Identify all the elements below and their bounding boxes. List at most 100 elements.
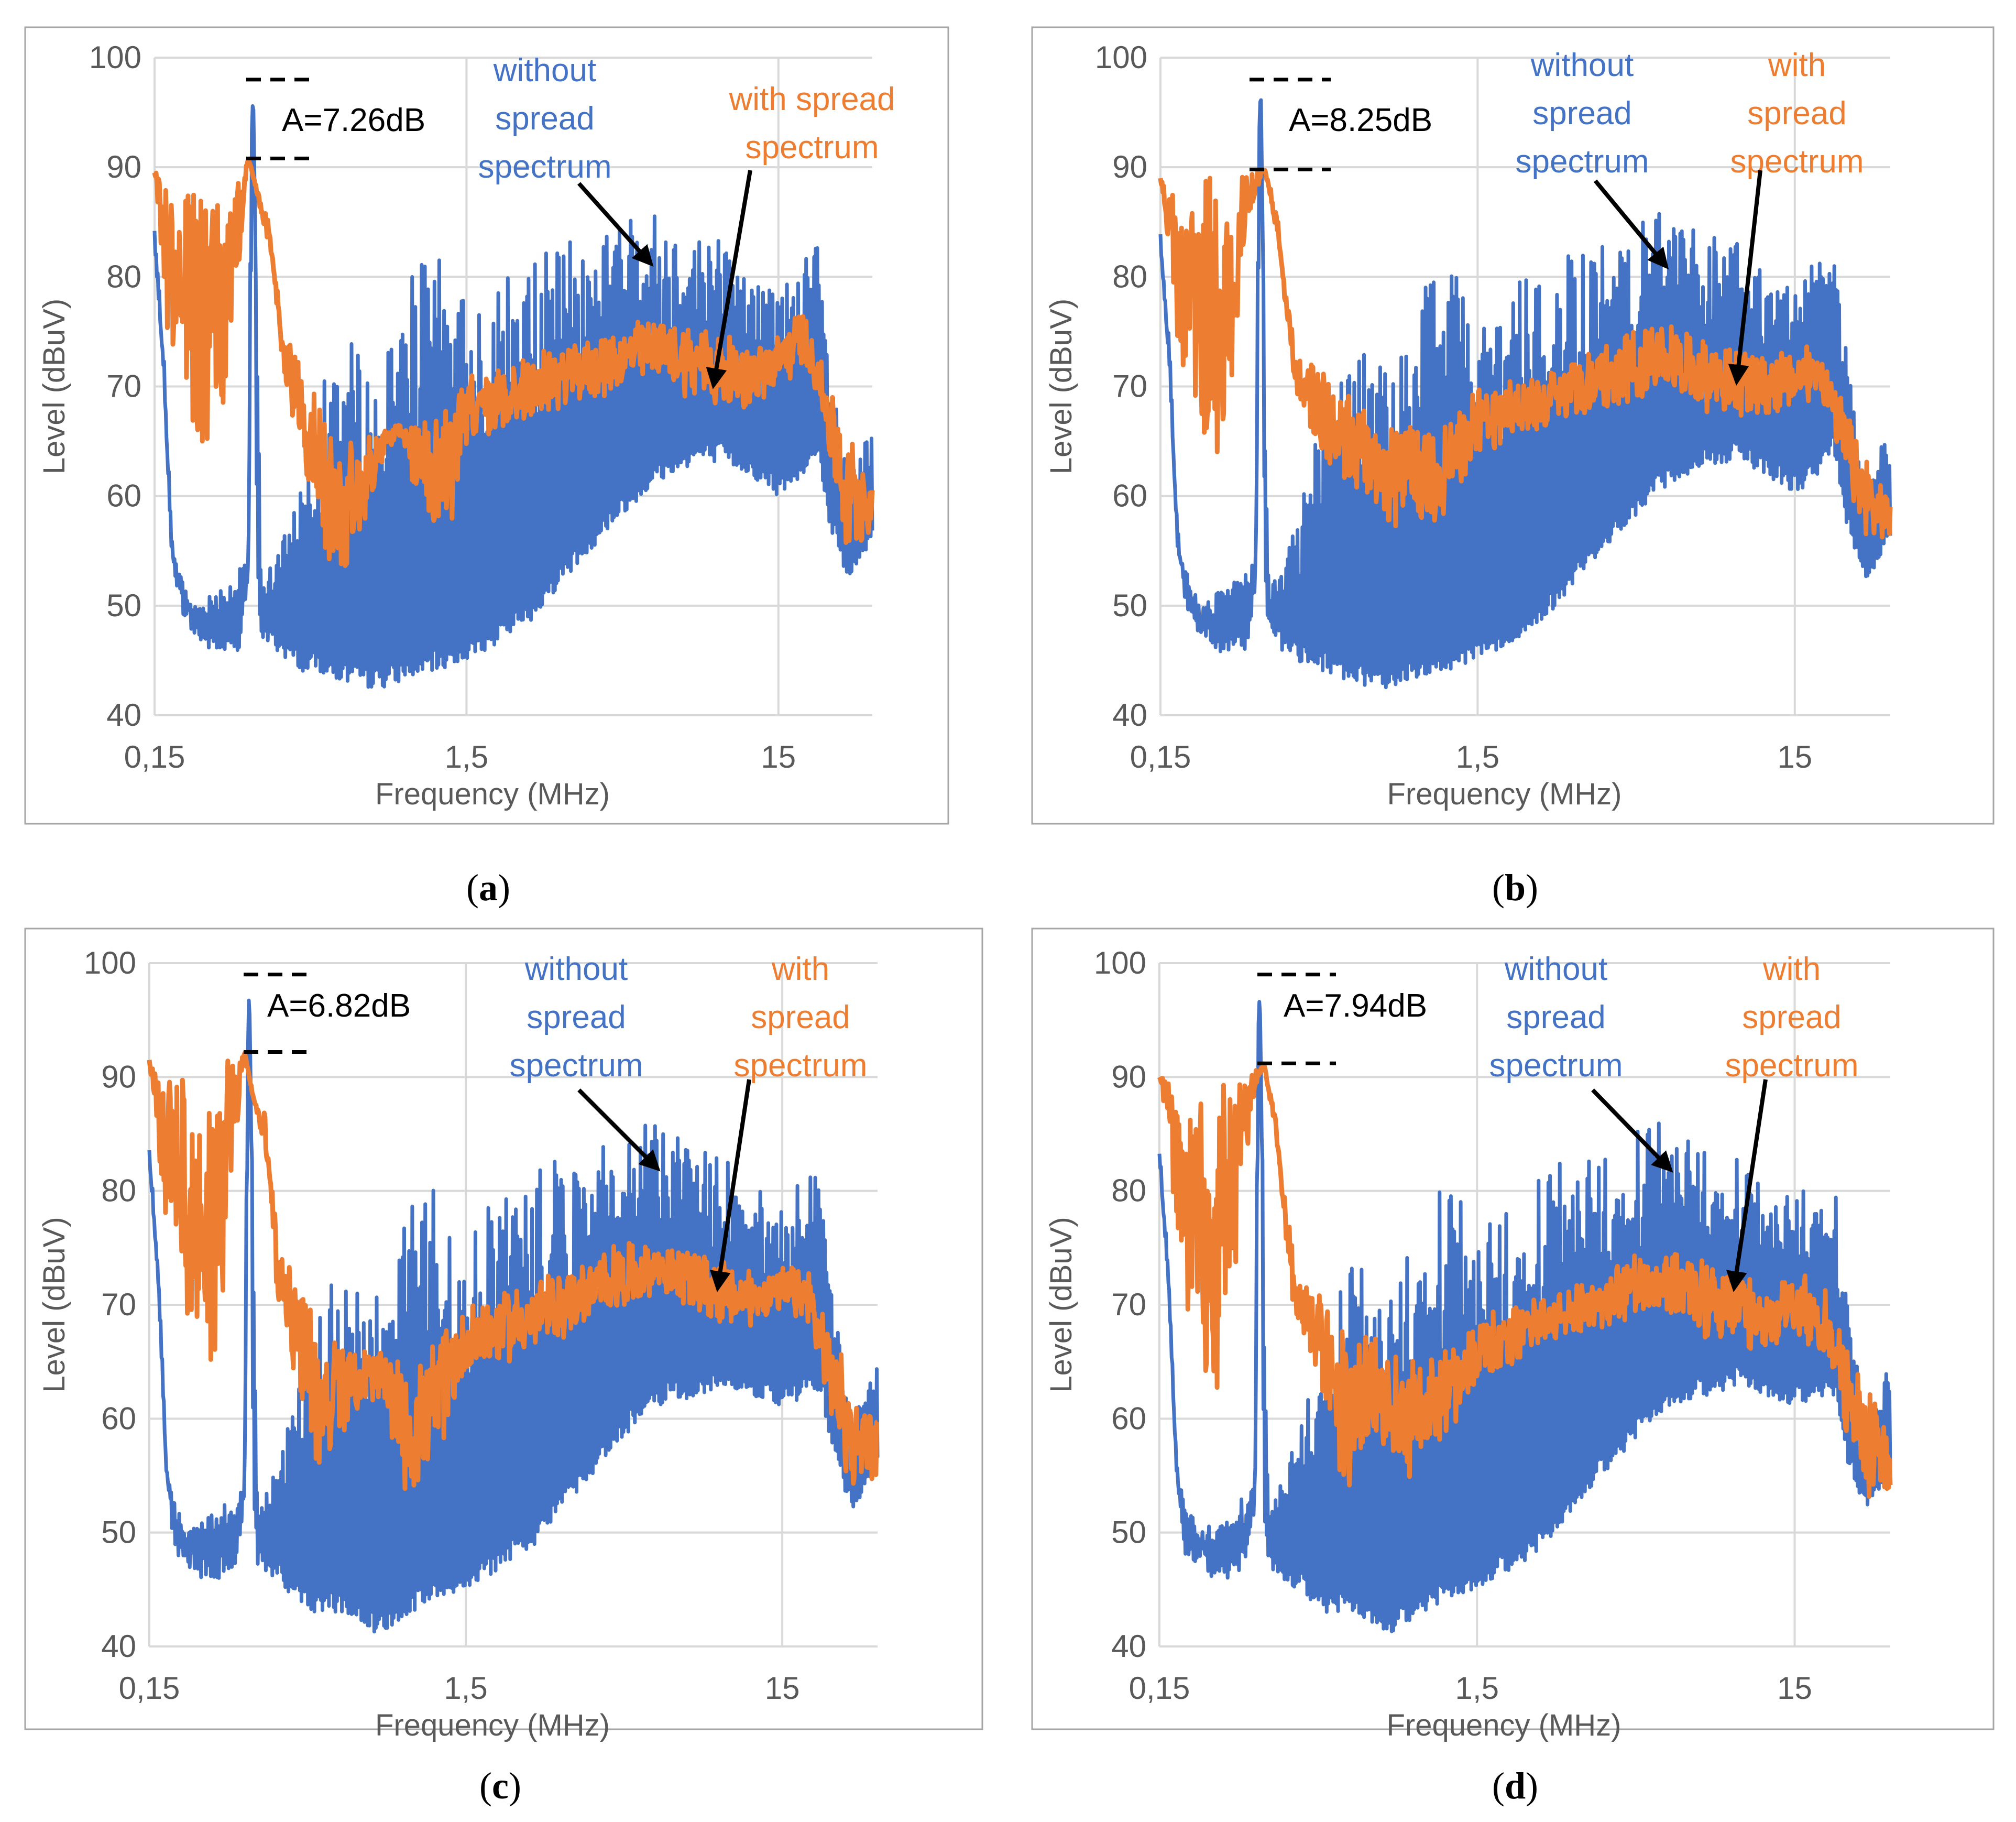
- label-without-spread: spectrum: [478, 149, 612, 185]
- label-with-spread: spread: [751, 999, 850, 1035]
- panel-caption: (c): [479, 1765, 521, 1807]
- x-axis-title: Frequency (MHz): [1387, 1708, 1621, 1742]
- amplitude-label: A=7.94dB: [1284, 988, 1427, 1024]
- x-tick-label: 1,5: [445, 739, 488, 774]
- label-without-spread: without: [1504, 951, 1607, 987]
- label-with-spread: spread: [1747, 95, 1847, 132]
- y-tick-label: 40: [1112, 697, 1147, 733]
- series-line-with: [147, 1051, 879, 1491]
- y-tick-label: 60: [106, 478, 141, 514]
- chart-panel-a: 40 50 60 70 80 90 100 0,15 1,5 15 Frequency (MHz) L…: [24, 26, 949, 909]
- panel-caption: (b): [1492, 867, 1538, 909]
- label-without-spread: spectrum: [510, 1048, 643, 1084]
- y-axis-title: Level (dBuV): [37, 1217, 71, 1392]
- label-without-spread: spectrum: [1489, 1048, 1623, 1084]
- y-tick-label: 80: [101, 1173, 136, 1208]
- x-axis-title: Frequency (MHz): [1387, 777, 1622, 811]
- label-without-spread: without: [1530, 47, 1634, 83]
- series-line-with: [1157, 1062, 1893, 1499]
- y-tick-label: 40: [101, 1629, 136, 1664]
- y-tick-label: 70: [106, 369, 141, 404]
- series-line-without: [147, 998, 880, 1634]
- label-with-spread: spectrum: [734, 1048, 868, 1084]
- amplitude-label: A=7.26dB: [282, 102, 425, 138]
- y-axis-title: Level (dBuV): [37, 299, 71, 474]
- label-with-spread: spread: [1742, 999, 1842, 1035]
- arrow-with: [706, 170, 752, 389]
- y-tick-label: 90: [101, 1059, 136, 1094]
- label-without-spread: without: [493, 52, 596, 89]
- x-tick-label: 15: [761, 739, 796, 774]
- label-with-spread: with: [1762, 951, 1821, 987]
- arrow-without: [1593, 179, 1669, 270]
- chart-panel-c: 40 50 60 70 80 90 100 0,15 1,5 15 Frequency (MHz) L…: [24, 928, 983, 1807]
- label-with-spread: spectrum: [1730, 144, 1864, 180]
- arrow-without: [577, 1088, 661, 1172]
- label-without-spread: without: [524, 951, 628, 987]
- y-tick-label: 80: [1111, 1173, 1146, 1208]
- y-tick-label: 100: [84, 945, 136, 980]
- x-tick-label: 0,15: [1129, 1671, 1190, 1706]
- y-tick-label: 90: [1112, 149, 1147, 184]
- amplitude-label: A=6.82dB: [267, 988, 411, 1024]
- y-tick-label: 50: [101, 1515, 136, 1550]
- y-axis-title: Level (dBuV): [1044, 1217, 1078, 1392]
- series-line-without: [152, 104, 874, 689]
- x-tick-label: 1,5: [1456, 739, 1499, 774]
- y-tick-label: 80: [106, 259, 141, 294]
- y-tick-label: 100: [1095, 40, 1147, 75]
- y-tick-label: 70: [1112, 369, 1147, 404]
- x-tick-label: 15: [1777, 1671, 1812, 1706]
- x-tick-label: 15: [1777, 739, 1812, 774]
- arrow-without: [1591, 1088, 1673, 1173]
- y-tick-label: 60: [1112, 478, 1147, 514]
- x-tick-label: 0,15: [124, 739, 185, 774]
- arrow-without: [577, 182, 654, 267]
- label-without-spread: spread: [495, 101, 595, 137]
- y-tick-label: 80: [1112, 259, 1147, 294]
- y-tick-label: 90: [106, 149, 141, 184]
- label-with-spread: with spread: [728, 81, 895, 117]
- label-with-spread: with: [1768, 47, 1826, 83]
- label-without-spread: spread: [1532, 95, 1632, 132]
- y-tick-label: 40: [1111, 1629, 1146, 1664]
- y-tick-label: 50: [1112, 588, 1147, 623]
- label-with-spread: spectrum: [1725, 1048, 1859, 1084]
- y-axis-title: Level (dBuV): [1044, 299, 1078, 474]
- amplitude-label: A=8.25dB: [1289, 102, 1432, 138]
- x-tick-label: 0,15: [1130, 739, 1191, 774]
- y-tick-label: 100: [89, 40, 141, 75]
- series-line-with: [152, 157, 875, 568]
- label-with-spread: spectrum: [746, 129, 879, 166]
- chart-panel-b: 40 50 60 70 80 90 100 0,15 1,5 15 Frequency (MHz) L…: [1031, 26, 1995, 909]
- y-tick-label: 60: [1111, 1401, 1146, 1436]
- x-axis-title: Frequency (MHz): [375, 1708, 610, 1742]
- y-tick-label: 40: [106, 697, 141, 733]
- label-without-spread: spread: [1506, 999, 1606, 1035]
- y-tick-label: 60: [101, 1401, 136, 1436]
- y-tick-label: 70: [101, 1287, 136, 1322]
- label-with-spread: with: [771, 951, 829, 987]
- y-tick-label: 70: [1111, 1287, 1146, 1322]
- y-tick-label: 100: [1094, 945, 1146, 980]
- x-tick-label: 1,5: [444, 1671, 487, 1706]
- chart-panel-d: 40 50 60 70 80 90 100 0,15 1,5 15 Frequency (MHz) L…: [1031, 928, 1995, 1807]
- label-without-spread: spread: [527, 999, 626, 1035]
- x-tick-label: 0,15: [119, 1671, 180, 1706]
- panel-caption: (a): [466, 867, 510, 909]
- series-line-with: [1158, 168, 1893, 540]
- label-without-spread: spectrum: [1516, 144, 1649, 180]
- series-line-without: [1157, 1000, 1892, 1633]
- y-tick-label: 50: [1111, 1515, 1146, 1550]
- arrow-with: [709, 1079, 751, 1292]
- y-tick-label: 90: [1111, 1059, 1146, 1094]
- y-tick-label: 50: [106, 588, 141, 623]
- x-tick-label: 1,5: [1455, 1671, 1499, 1706]
- series-line-without: [1158, 98, 1892, 690]
- arrow-with: [1726, 1079, 1768, 1292]
- panel-caption: (d): [1492, 1765, 1538, 1807]
- x-axis-title: Frequency (MHz): [375, 777, 610, 811]
- x-tick-label: 15: [765, 1671, 800, 1706]
- arrow-with: [1728, 170, 1762, 386]
